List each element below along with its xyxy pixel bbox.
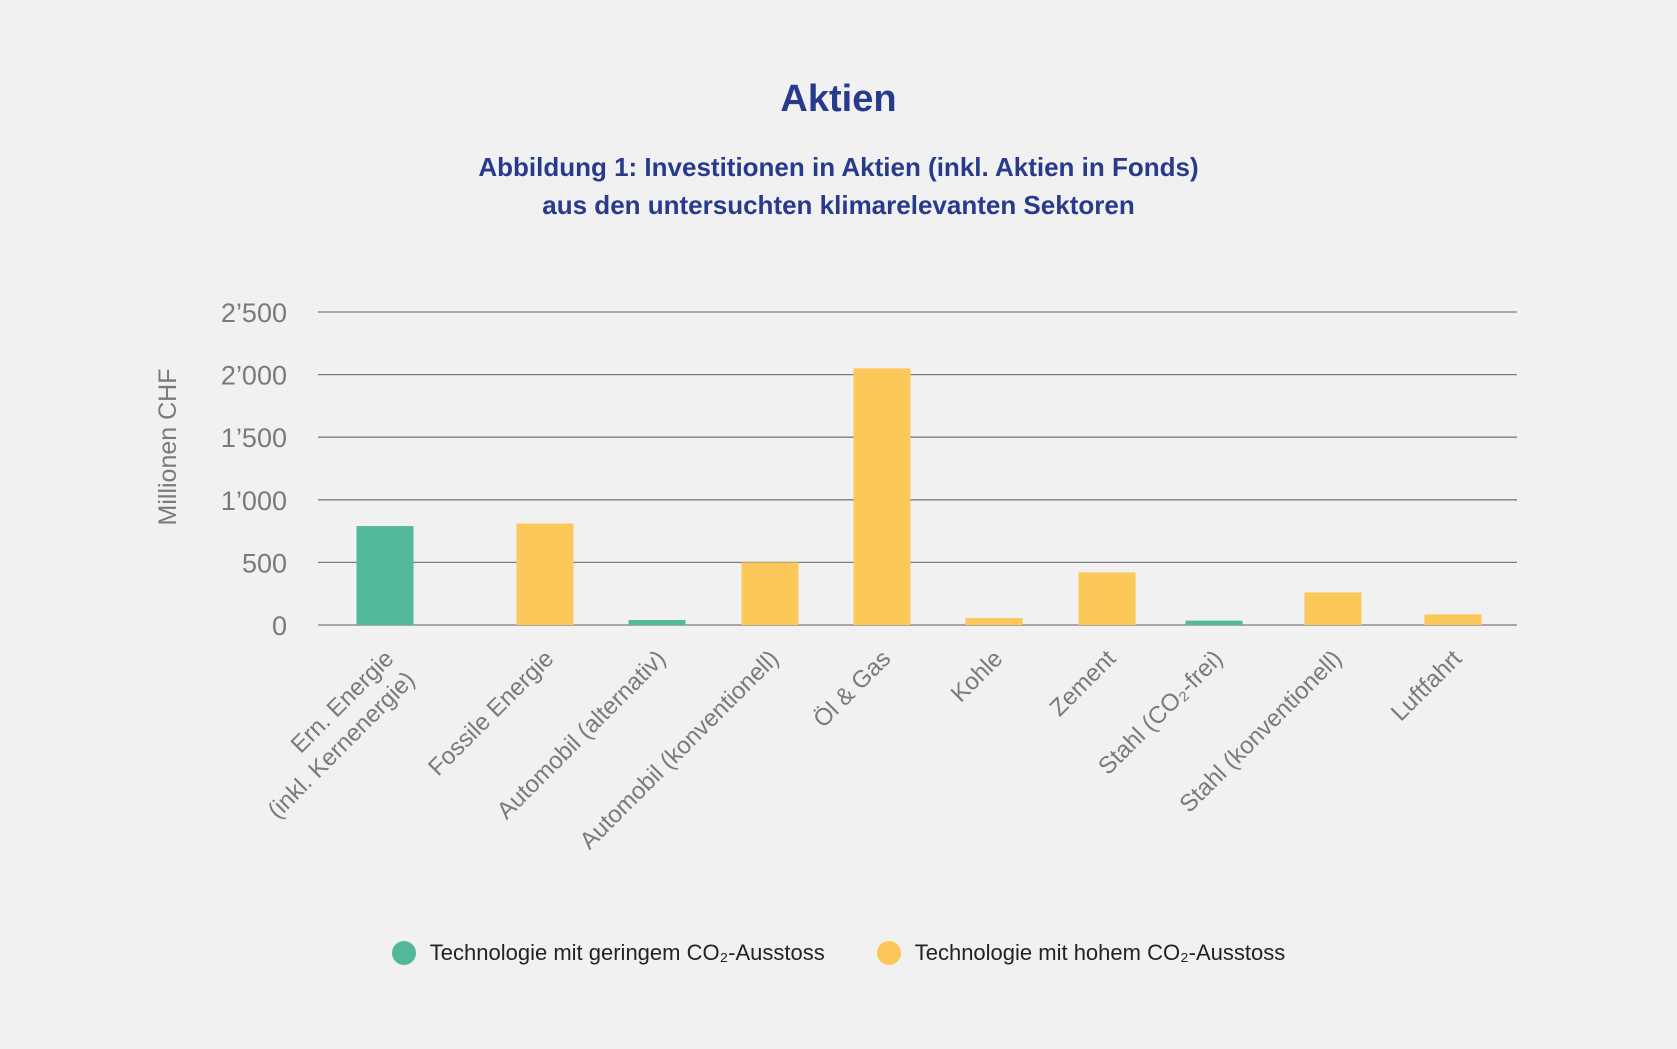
x-tick-label: Luftfahrt: [1386, 645, 1468, 727]
y-tick-label: 0: [272, 611, 287, 641]
x-tick-label: Zement: [1045, 645, 1122, 722]
bar: [516, 523, 574, 625]
y-tick-label: 1’500: [221, 423, 287, 453]
y-tick-label: 500: [242, 548, 287, 578]
x-tick-label: Ern. Energie(inkl. Kernenergie): [241, 645, 420, 824]
x-tick-label: Öl & Gas: [808, 645, 896, 733]
y-tick-label: 1’000: [221, 486, 287, 516]
category-labels: Ern. Energie(inkl. Kernenergie) Fossile E…: [241, 645, 1468, 855]
grid-lines: 0 500 1’000 1’500 2’000 2’500: [221, 298, 1517, 641]
bar: [1185, 620, 1243, 625]
x-tick-label: Automobil (konventionell): [575, 645, 785, 855]
subtitle-line-1: Abbildung 1: Investitionen in Aktien (in…: [478, 152, 1199, 182]
subtitle-line-2: aus den untersuchten klimarelevanten Sek…: [542, 190, 1135, 220]
legend-dot-low: [391, 941, 416, 965]
bar: [741, 562, 799, 625]
bar: [628, 619, 686, 625]
legend-label-low: Technologie mit geringem CO₂-Ausstoss: [429, 940, 825, 965]
bar: [1424, 614, 1482, 625]
bar: [965, 618, 1023, 625]
x-tick-label: Kohle: [946, 645, 1009, 708]
y-tick-label: 2’000: [221, 361, 287, 391]
legend-label-high: Technologie mit hohem CO₂-Ausstoss: [914, 940, 1286, 965]
bars: [356, 368, 1482, 625]
chart-subtitle: Abbildung 1: Investitionen in Aktien (in…: [0, 148, 1677, 224]
legend-item-low: Technologie mit geringem CO₂-Ausstoss: [391, 940, 825, 966]
y-tick-label: 2’500: [221, 298, 287, 328]
bar: [1078, 572, 1136, 625]
bar: [853, 368, 911, 625]
chart-title: Aktien: [780, 78, 897, 120]
bar: [356, 526, 414, 625]
y-axis-label: Millionen CHF: [154, 369, 182, 526]
legend: Technologie mit geringem CO₂-Ausstoss Te…: [0, 940, 1677, 966]
legend-item-high: Technologie mit hohem CO₂-Ausstoss: [876, 940, 1286, 966]
bar: [1304, 592, 1362, 625]
legend-dot-high: [876, 941, 901, 965]
